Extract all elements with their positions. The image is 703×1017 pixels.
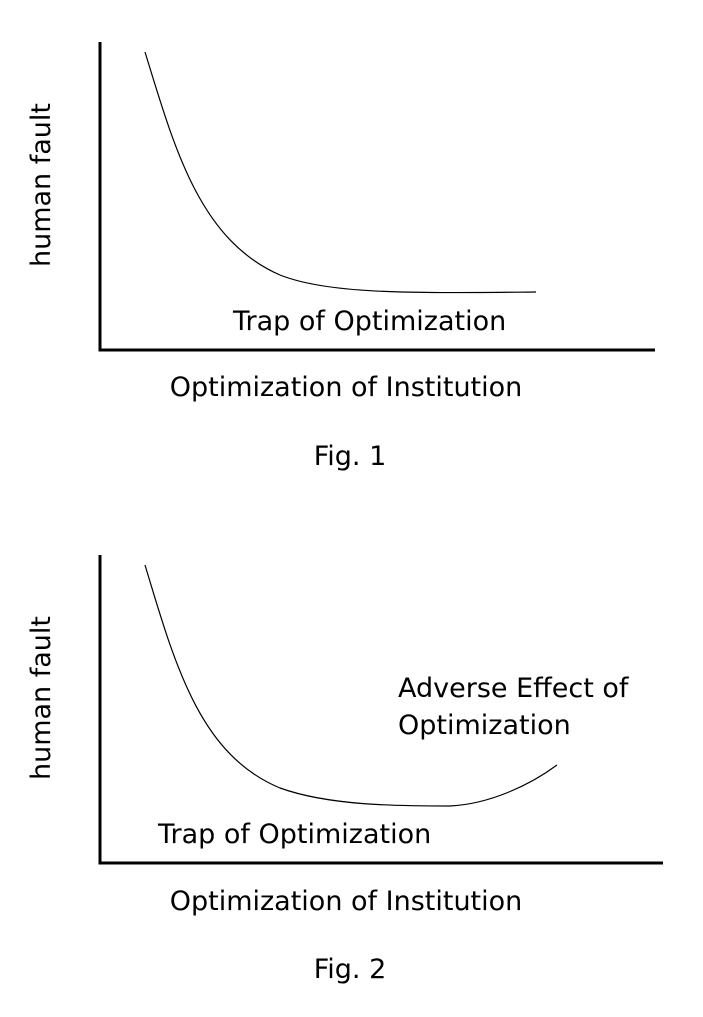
caption: Fig. 1 (314, 441, 387, 472)
annotation: Trap of Optimization (157, 819, 431, 850)
y-label: human fault (26, 616, 57, 780)
figure-2: human fault Adverse Effect of Optimizati… (26, 555, 663, 985)
curve (144, 51, 537, 294)
annotation: Trap of Optimization (232, 306, 506, 337)
annotation: Adverse Effect of (398, 673, 630, 704)
caption: Fig. 2 (314, 954, 387, 985)
curve (144, 564, 558, 807)
figure-1: human fault Trap of Optimization Optimiz… (26, 42, 655, 472)
y-label: human fault (26, 103, 57, 267)
axes (98, 555, 663, 865)
annotation: Optimization (398, 710, 571, 741)
x-label: Optimization of Institution (170, 372, 523, 403)
axes (98, 42, 655, 352)
x-label: Optimization of Institution (170, 886, 523, 917)
